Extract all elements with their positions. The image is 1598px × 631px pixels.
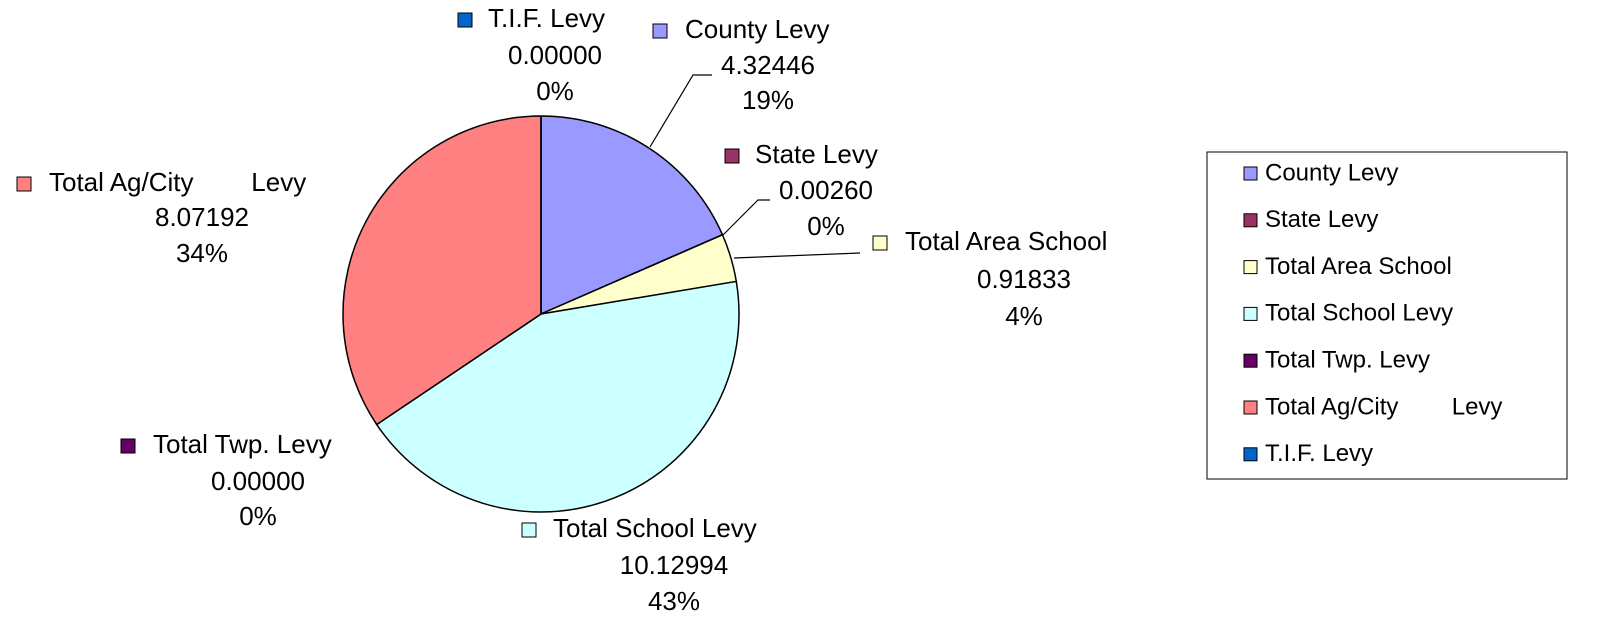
legend-label: State Levy: [1265, 206, 1378, 233]
legend-label: Total Twp. Levy: [1265, 347, 1430, 374]
data-label-percent: 4%: [1005, 301, 1043, 331]
data-label-name: Total Area School: [905, 226, 1107, 256]
legend-marker: [1243, 166, 1258, 181]
data-label-name: Total Ag/City Levy: [49, 167, 306, 197]
data-label-percent: 0%: [536, 76, 574, 106]
data-label-percent: 34%: [176, 238, 228, 268]
label-marker: [872, 235, 888, 251]
legend-label: T.I.F. Levy: [1265, 440, 1373, 467]
data-label-value: 0.00260: [779, 175, 873, 205]
legend-box: [1206, 151, 1568, 480]
data-label-percent: 19%: [742, 85, 794, 115]
data-label-value: 4.32446: [721, 50, 815, 80]
data-label-value: 0.00000: [508, 40, 602, 70]
legend-label: Total Ag/City Levy: [1265, 393, 1502, 420]
legend-label: County Levy: [1265, 159, 1398, 186]
data-label-name: Total Twp. Levy: [153, 429, 332, 459]
legend-marker: [1243, 447, 1258, 462]
data-label-percent: 0%: [239, 501, 277, 531]
leader-line: [721, 199, 770, 237]
legend-marker: [1243, 400, 1258, 415]
label-marker: [652, 23, 668, 39]
data-label-percent: 43%: [648, 586, 700, 616]
pie-slice: [540, 115, 724, 316]
data-label-name: Total School Levy: [553, 513, 757, 543]
label-marker: [457, 12, 473, 28]
data-label-value: 0.00000: [211, 466, 305, 496]
legend-marker: [1243, 306, 1258, 321]
data-label-name: County Levy: [685, 14, 830, 44]
data-label-name: T.I.F. Levy: [488, 3, 605, 33]
data-label-name: State Levy: [755, 139, 878, 169]
pie-slice: [342, 115, 542, 426]
data-label-value: 0.91833: [977, 264, 1071, 294]
legend-marker: [1243, 353, 1258, 368]
legend-marker: [1243, 260, 1258, 275]
leader-line: [649, 74, 712, 148]
label-marker: [120, 438, 136, 454]
data-label-percent: 0%: [807, 211, 845, 241]
label-marker: [724, 148, 740, 164]
data-label-value: 10.12994: [620, 550, 728, 580]
data-label-value: 8.07192: [155, 202, 249, 232]
legend-marker: [1243, 213, 1258, 228]
label-marker: [521, 522, 537, 538]
legend-label: Total School Levy: [1265, 300, 1453, 327]
legend-label: Total Area School: [1265, 253, 1452, 280]
pie-slice: [375, 280, 740, 513]
label-marker: [16, 176, 32, 192]
leader-line: [733, 252, 861, 259]
